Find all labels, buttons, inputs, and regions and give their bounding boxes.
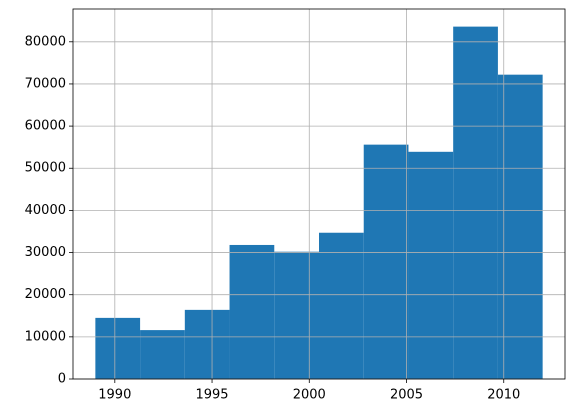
bar [497,74,543,380]
y-tick-label: 10000 [25,329,66,344]
y-tick-label: 80000 [25,34,66,49]
bar [184,309,230,379]
bar [274,251,319,379]
plot-frame [72,8,566,380]
x-tick-label: 2000 [293,388,326,403]
x-tick-label: 2005 [390,388,423,403]
bar [453,26,498,379]
y-tick-label: 40000 [25,203,66,218]
x-tick-label: 1990 [98,388,131,403]
y-tick-label: 70000 [25,76,66,91]
y-tick-label: 60000 [25,119,66,134]
bar [95,317,141,379]
bar [140,330,185,379]
y-tick-label: 50000 [25,161,66,176]
bar [408,151,454,379]
y-tick-label: 30000 [25,245,66,260]
bar [229,244,275,379]
x-tick-label: 2010 [487,388,520,403]
y-tick-label: 0 [58,372,66,387]
bar [319,232,364,379]
y-tick-label: 20000 [25,287,66,302]
x-tick-label: 1995 [195,388,228,403]
bar [363,144,409,379]
